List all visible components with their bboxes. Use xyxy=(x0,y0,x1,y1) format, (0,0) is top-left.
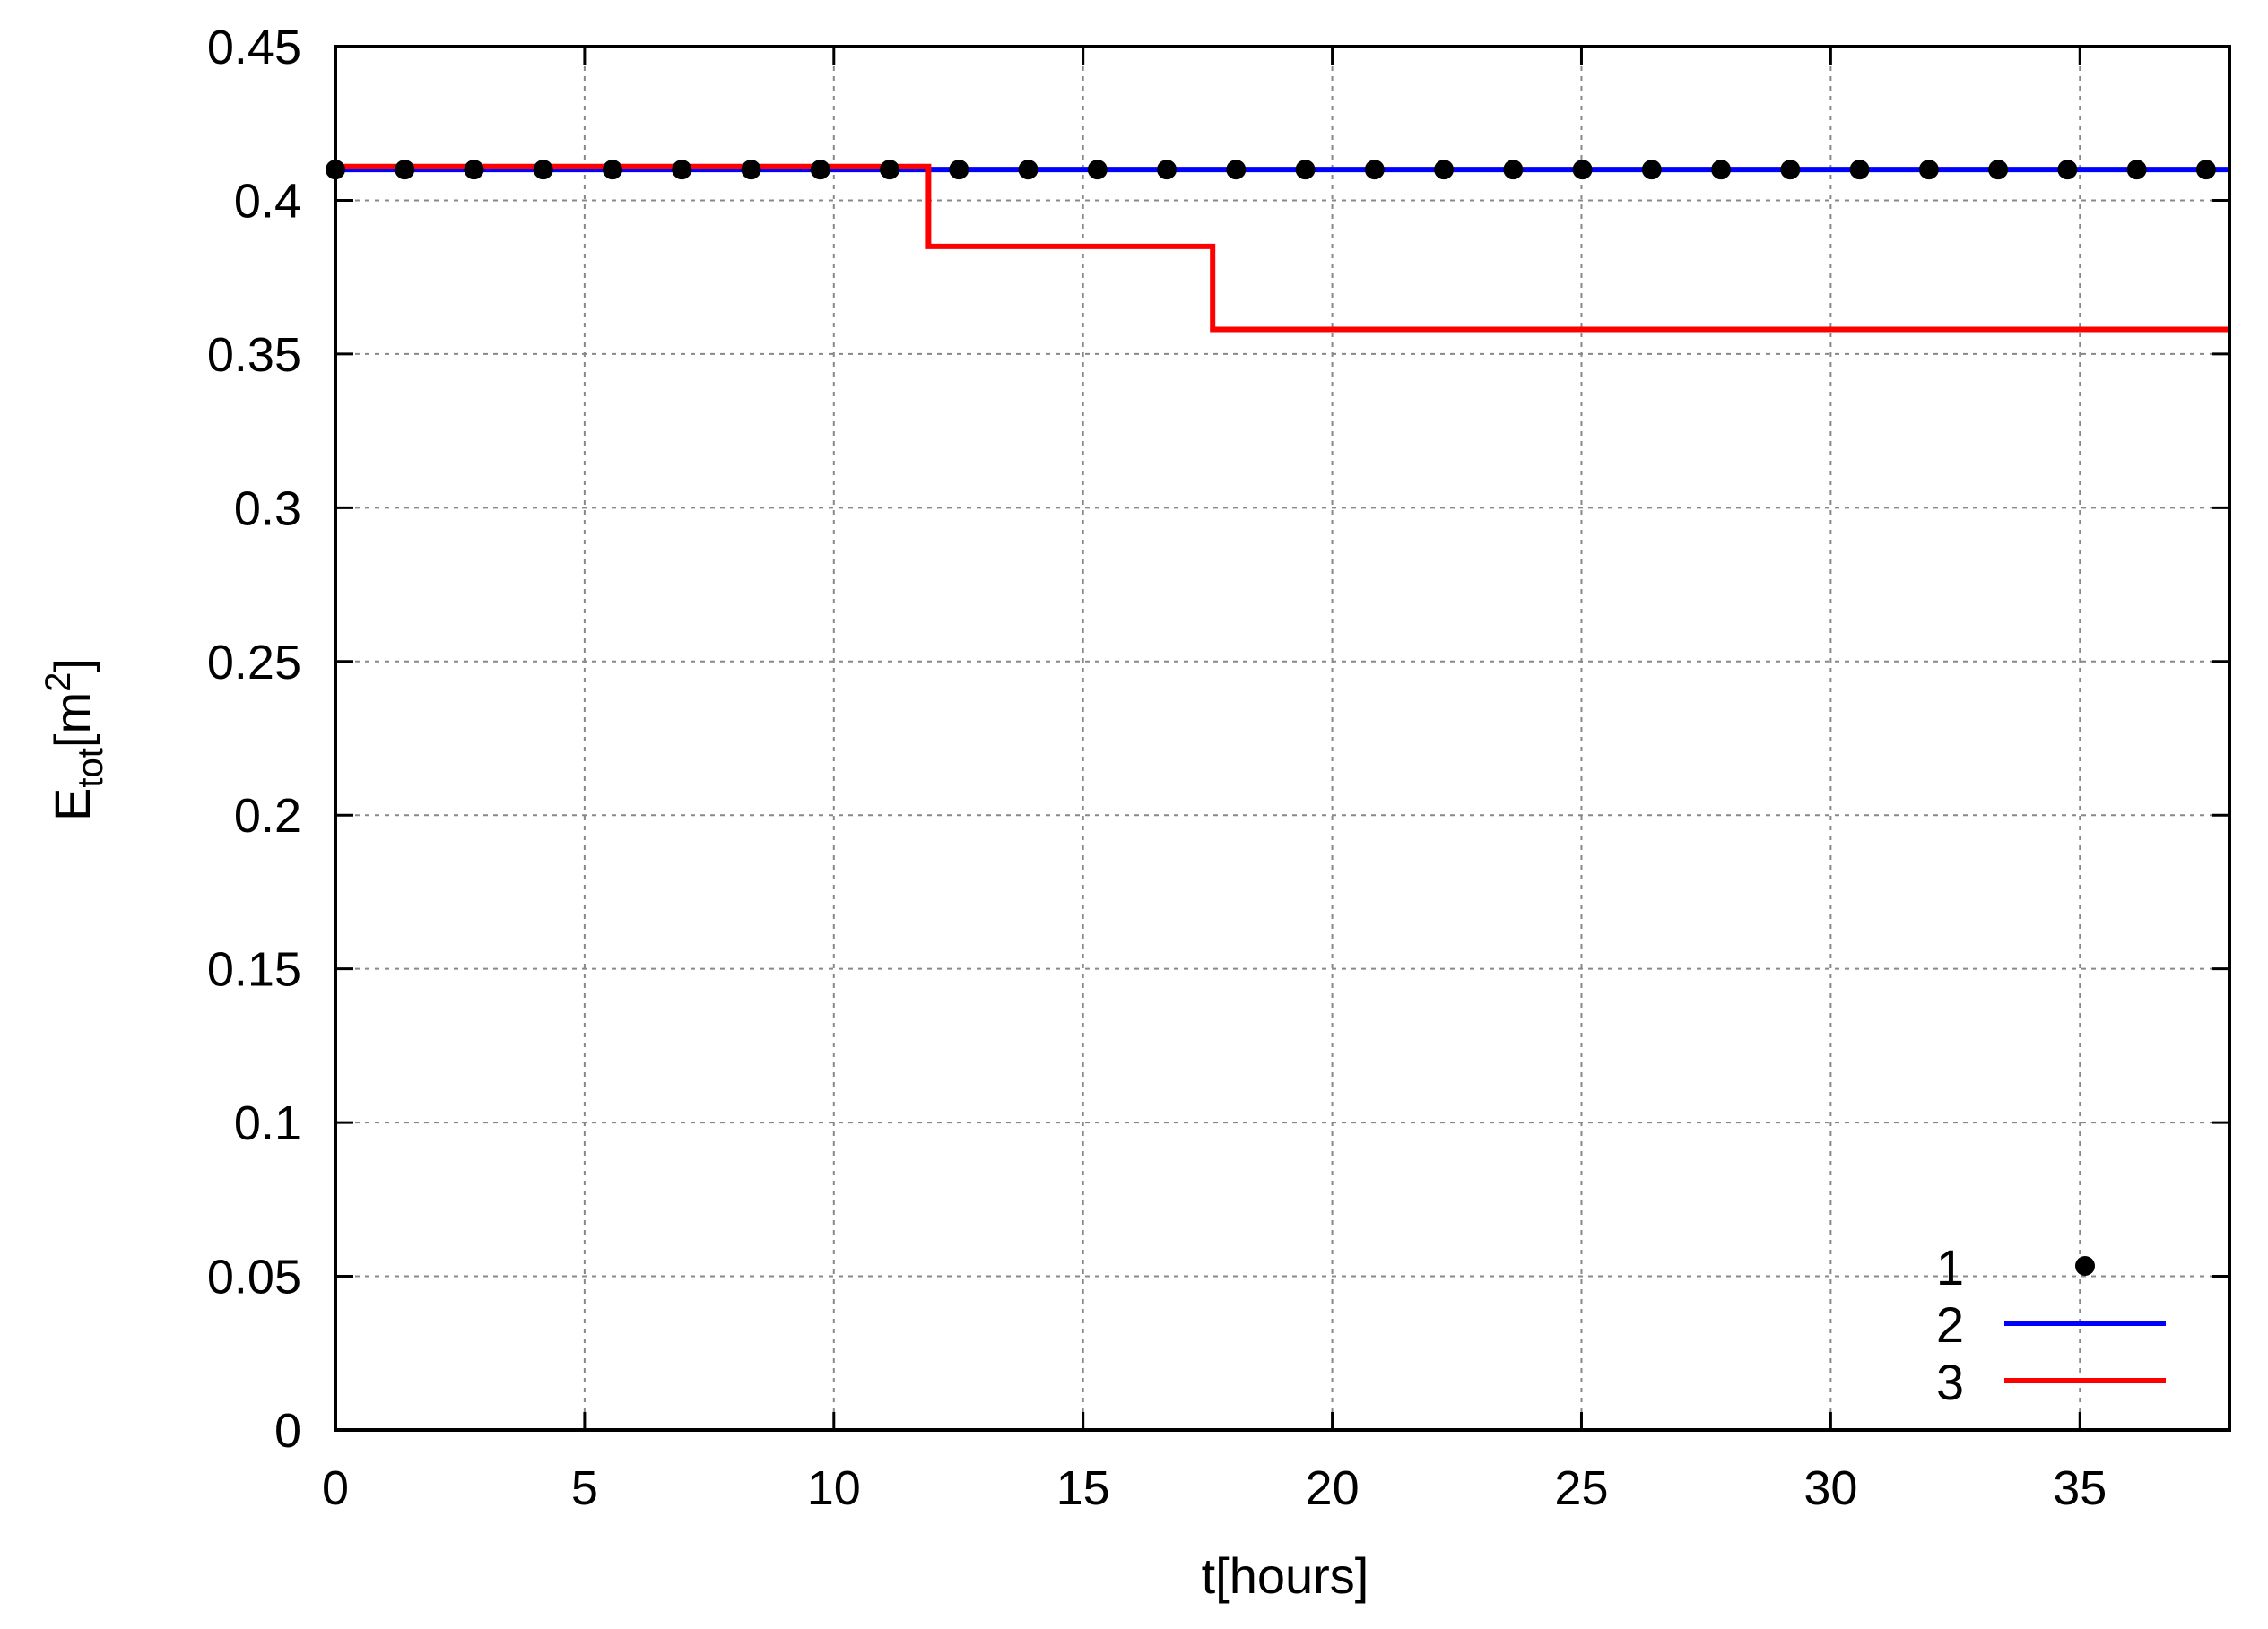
series-1-point xyxy=(1849,160,1870,180)
x-tick-label: 10 xyxy=(807,1461,861,1515)
series-1-point xyxy=(1018,160,1038,180)
series-1-point xyxy=(1711,160,1732,180)
legend-label-2: 2 xyxy=(1936,1296,1964,1353)
series-1-point xyxy=(2057,160,2078,180)
series-1-point xyxy=(1503,160,1524,180)
series-1-point xyxy=(603,160,623,180)
x-axis-label: t[hours] xyxy=(1202,1547,1369,1604)
series-1-point xyxy=(1780,160,1801,180)
y-tick-label: 0.15 xyxy=(207,943,301,997)
series-1-point xyxy=(1087,160,1108,180)
y-axis-label-unit-sup: 2 xyxy=(39,672,78,692)
series-1-point xyxy=(1918,160,1939,180)
y-axis-label-sub: tot xyxy=(71,748,110,787)
series-1-point xyxy=(741,160,761,180)
series-1-point xyxy=(1988,160,2009,180)
y-axis-label-unit-open: [m xyxy=(44,692,100,748)
legend-label-1: 1 xyxy=(1936,1239,1964,1295)
series-1-point xyxy=(1226,160,1247,180)
x-tick-label: 25 xyxy=(1554,1461,1608,1515)
legend-marker-1 xyxy=(2075,1256,2095,1276)
series-1-point xyxy=(1641,160,1662,180)
y-tick-label: 0.35 xyxy=(207,328,301,382)
x-tick-label: 35 xyxy=(2053,1461,2107,1515)
y-tick-label: 0.3 xyxy=(234,481,301,535)
x-tick-label: 0 xyxy=(322,1461,349,1515)
y-axis-label-unit-close: ] xyxy=(44,658,100,672)
series-3-line xyxy=(335,163,2229,333)
series-1-point xyxy=(1364,160,1385,180)
legend-label-3: 3 xyxy=(1936,1354,1964,1410)
series-1-point xyxy=(1572,160,1593,180)
y-tick-label: 0 xyxy=(274,1404,301,1458)
series-1-point xyxy=(533,160,553,180)
series-1-point xyxy=(1434,160,1455,180)
y-tick-label: 0.45 xyxy=(207,21,301,74)
axis-ticks: 0 5 10 15 20 25 30 35 0 0.05 0.1 0.15 0.2 0.25 0.3 0.35… xyxy=(207,21,2229,1515)
series-1-point xyxy=(949,160,969,180)
series-1-point xyxy=(810,160,830,180)
y-tick-label: 0.25 xyxy=(207,636,301,689)
series-1-point xyxy=(672,160,692,180)
x-tick-label: 5 xyxy=(571,1461,598,1515)
plot-frame xyxy=(334,45,2231,1432)
x-tick-label: 20 xyxy=(1306,1461,1360,1515)
grid xyxy=(335,47,2229,1430)
series-1-point xyxy=(2126,160,2147,180)
x-tick-label: 30 xyxy=(1803,1461,1857,1515)
y-tick-label: 0.2 xyxy=(234,789,301,843)
x-tick-label: 15 xyxy=(1056,1461,1110,1515)
series-1-point xyxy=(464,160,484,180)
plot-series xyxy=(326,160,2229,333)
y-tick-label: 0.4 xyxy=(234,174,301,228)
y-tick-label: 0.1 xyxy=(234,1096,301,1150)
y-axis-label-main: E xyxy=(44,788,100,821)
series-1-point xyxy=(2195,160,2216,180)
y-axis-label: Etot[m2] xyxy=(39,658,110,821)
y-tick-label: 0.05 xyxy=(207,1251,301,1304)
series-1-point xyxy=(395,160,415,180)
series-1-point xyxy=(1157,160,1177,180)
series-1-point xyxy=(1295,160,1316,180)
legend: 1 2 3 xyxy=(1936,1239,2166,1410)
series-1-point xyxy=(880,160,900,180)
